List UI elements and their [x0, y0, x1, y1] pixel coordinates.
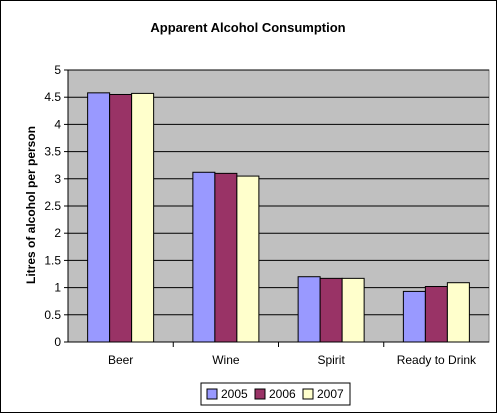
- legend-label-2006: 2006: [269, 387, 296, 401]
- x-tick-label: Spirit: [317, 353, 345, 367]
- bar-spirit-2005: [297, 276, 321, 343]
- y-tick-label: 1.5: [44, 253, 61, 267]
- bar-spirit-2006: [319, 277, 343, 343]
- bars: [87, 92, 470, 343]
- y-axis-ticks: 0 0.5 1 1.5 2 2.5 3 3.5 4 4.5 5: [44, 63, 68, 349]
- legend-label-2005: 2005: [221, 387, 248, 401]
- legend-swatch-2005: [206, 388, 218, 400]
- legend-swatch-2006: [254, 388, 266, 400]
- legend-swatch-2007: [302, 388, 314, 400]
- y-tick-label: 4.5: [44, 90, 61, 104]
- y-tick-label: 0: [54, 335, 61, 349]
- x-axis-ticks: Beer Wine Spirit Ready to Drink: [108, 342, 477, 367]
- y-tick-label: 2: [54, 226, 61, 240]
- x-tick-label: Ready to Drink: [397, 353, 477, 367]
- y-tick-label: 0.5: [44, 308, 61, 322]
- y-tick-label: 1: [54, 281, 61, 295]
- legend-label-2007: 2007: [317, 387, 344, 401]
- legend: 2005 2006 2007: [200, 382, 351, 406]
- bar-wine-2005: [192, 171, 216, 343]
- chart-title: Apparent Alcohol Consumption: [150, 20, 345, 35]
- bar-beer-2005: [87, 92, 111, 343]
- x-tick-label: Beer: [108, 353, 133, 367]
- bar-ready-to-drink-2007: [446, 282, 470, 343]
- bar-beer-2006: [109, 93, 133, 343]
- y-tick-label: 3.5: [44, 145, 61, 159]
- bar-ready-to-drink-2005: [402, 290, 426, 343]
- legend-items: 2005 2006 2007: [206, 387, 344, 401]
- y-tick-label: 5: [54, 63, 61, 77]
- bar-spirit-2007: [341, 277, 365, 343]
- bar-wine-2007: [236, 175, 260, 343]
- bar-wine-2006: [214, 172, 238, 343]
- y-tick-label: 2.5: [44, 199, 61, 213]
- y-axis-label: Litres of alcohol per person: [24, 126, 38, 284]
- y-tick-label: 4: [54, 117, 61, 131]
- bar-ready-to-drink-2006: [424, 286, 448, 343]
- y-tick-label: 3: [54, 172, 61, 186]
- bar-beer-2007: [131, 92, 155, 343]
- x-tick-label: Wine: [212, 353, 240, 367]
